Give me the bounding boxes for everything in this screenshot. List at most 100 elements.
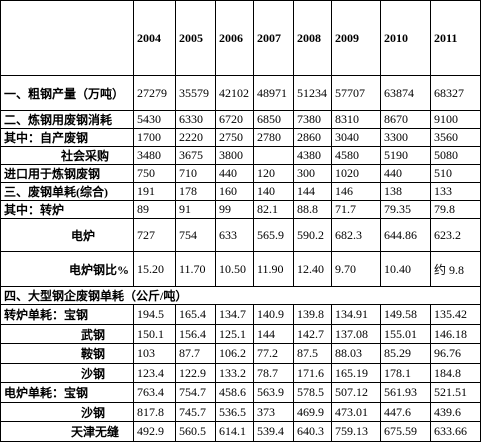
value-cell: 759.13 xyxy=(331,421,381,442)
value-cell: 3040 xyxy=(331,128,381,147)
data-table: 2004 2005 2006 2007 2008 2009 2010 2011 一、粗钢产量（万… xyxy=(0,0,481,442)
value-cell: 614.1 xyxy=(215,421,254,442)
value-cell: 165.19 xyxy=(331,363,381,383)
value-cell: 633 xyxy=(215,218,254,252)
value-cell: 146.18 xyxy=(430,324,481,344)
value-cell: 165.4 xyxy=(175,304,216,325)
value-cell: 91 xyxy=(175,200,216,219)
table-row: 电炉单耗：宝钢 763.4 754.7 458.6 563.9 578.5 507.12 56… xyxy=(0,382,481,403)
value-cell: 68327 xyxy=(430,75,481,111)
value-cell: 640.3 xyxy=(293,421,332,442)
table-row: 其中：转炉 89 91 99 82.1 88.8 71.7 79.35 79.8 xyxy=(0,200,481,219)
value-cell: 492.9 xyxy=(133,421,176,442)
year-header: 2005 xyxy=(175,0,216,76)
value-cell: 79.35 xyxy=(380,200,431,219)
value-cell: 560.5 xyxy=(175,421,216,442)
value-cell: 96.76 xyxy=(430,343,481,364)
value-cell: 10.40 xyxy=(380,251,431,287)
value-cell: 178 xyxy=(175,182,216,201)
value-cell: 103 xyxy=(133,343,176,364)
row-label: 电炉 xyxy=(0,218,134,252)
value-cell: 71.7 xyxy=(331,200,381,219)
value-cell: 578.5 xyxy=(293,382,332,403)
value-cell: 139.8 xyxy=(293,304,332,325)
value-cell: 88.8 xyxy=(293,200,332,219)
value-cell: 140.9 xyxy=(253,304,294,325)
value-cell: 6720 xyxy=(215,110,254,129)
year-header: 2007 xyxy=(253,0,294,76)
value-cell: 2220 xyxy=(175,128,216,147)
row-label: 沙钢 xyxy=(0,363,134,383)
value-cell: 134.7 xyxy=(215,304,254,325)
year-header: 2004 xyxy=(133,0,176,76)
value-cell: 440 xyxy=(215,164,254,183)
value-cell: 763.4 xyxy=(133,382,176,403)
table-row: 其中：自产废钢 1700 2220 2750 2780 2860 3040 3300 3560 xyxy=(0,128,481,147)
row-label: 电炉钢比% xyxy=(0,251,134,287)
value-cell: 8310 xyxy=(331,110,381,129)
value-cell: 146 xyxy=(331,182,381,201)
value-cell: 120 xyxy=(253,164,294,183)
value-cell: 817.8 xyxy=(133,402,176,422)
value-cell: 78.7 xyxy=(253,363,294,383)
row-label: 一、粗钢产量（万吨） xyxy=(0,75,134,111)
value-cell: 2780 xyxy=(253,128,294,147)
value-cell: 565.9 xyxy=(253,218,294,252)
value-cell: 5430 xyxy=(133,110,176,129)
row-label: 二、炼钢用废钢消耗 xyxy=(0,110,134,129)
year-header: 2006 xyxy=(215,0,254,76)
value-cell: 9100 xyxy=(430,110,481,129)
value-cell: 507.12 xyxy=(331,382,381,403)
value-cell xyxy=(253,146,294,165)
value-cell: 745.7 xyxy=(175,402,216,422)
value-cell: 137.08 xyxy=(331,324,381,344)
value-cell: 563.9 xyxy=(253,382,294,403)
table-row: 二、炼钢用废钢消耗 5430 6330 6720 6850 7380 8310 8670 910… xyxy=(0,110,481,129)
row-label: 其中：自产废钢 xyxy=(0,128,134,147)
table-row: 武钢 150.1 156.4 125.1 144 142.7 137.08 155.01 146… xyxy=(0,324,481,344)
year-header: 2008 xyxy=(293,0,332,76)
value-cell: 11.90 xyxy=(253,251,294,287)
value-cell: 149.58 xyxy=(380,304,431,325)
table-row: 进口用于炼钢废钢 750 710 440 120 300 1020 440 510 xyxy=(0,164,481,183)
value-cell: 539.4 xyxy=(253,421,294,442)
value-cell: 140 xyxy=(253,182,294,201)
value-cell: 440 xyxy=(380,164,431,183)
table-row: 电炉 727 754 633 565.9 590.2 682.3 644.86 623.2 xyxy=(0,218,481,252)
value-cell: 79.8 xyxy=(430,200,481,219)
value-cell: 48971 xyxy=(253,75,294,111)
table-row: 沙钢 123.4 122.9 133.2 78.7 171.6 165.19 178.1 184… xyxy=(0,363,481,383)
row-label: 沙钢 xyxy=(0,402,134,422)
value-cell: 9.70 xyxy=(331,251,381,287)
table-row: 电炉钢比% 15.20 11.70 10.50 11.90 12.40 9.70 10.40 约… xyxy=(0,251,481,287)
row-label: 天津无缝 xyxy=(0,421,134,442)
value-cell: 138 xyxy=(380,182,431,201)
value-cell: 300 xyxy=(293,164,332,183)
year-header: 2010 xyxy=(380,0,431,76)
value-cell: 8670 xyxy=(380,110,431,129)
value-cell: 682.3 xyxy=(331,218,381,252)
value-cell: 675.59 xyxy=(380,421,431,442)
value-cell: 458.6 xyxy=(215,382,254,403)
value-cell: 469.9 xyxy=(293,402,332,422)
table-row: 四、大型钢企废钢单耗（公斤/吨） xyxy=(0,286,481,305)
table-row: 三、废钢单耗(综合) 191 178 160 140 144 146 138 133 xyxy=(0,182,481,201)
value-cell: 1020 xyxy=(331,164,381,183)
value-cell: 51234 xyxy=(293,75,332,111)
value-cell: 727 xyxy=(133,218,176,252)
value-cell: 57707 xyxy=(331,75,381,111)
table-row: 沙钢 817.8 745.7 536.5 373 469.9 473.01 447.6 439.… xyxy=(0,402,481,422)
header-row: 2004 2005 2006 2007 2008 2009 2010 2011 xyxy=(0,0,481,76)
value-cell: 10.50 xyxy=(215,251,254,287)
value-cell: 171.6 xyxy=(293,363,332,383)
value-cell: 473.01 xyxy=(331,402,381,422)
table-row: 天津无缝 492.9 560.5 614.1 539.4 640.3 759.13 675.5… xyxy=(0,421,481,442)
value-cell: 633.66 xyxy=(430,421,481,442)
value-cell: 536.5 xyxy=(215,402,254,422)
value-cell: 191 xyxy=(133,182,176,201)
value-cell: 184.8 xyxy=(430,363,481,383)
value-cell: 89 xyxy=(133,200,176,219)
value-cell: 561.93 xyxy=(380,382,431,403)
value-cell: 710 xyxy=(175,164,216,183)
